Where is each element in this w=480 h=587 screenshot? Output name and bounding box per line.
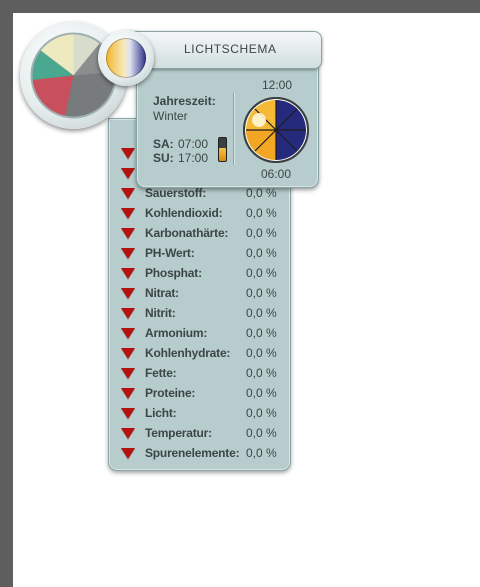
parameter-row[interactable]: Karbonathärte: 0,0 % — [109, 224, 290, 244]
parameter-value: 0,0 % — [246, 346, 277, 360]
parameter-label: Temperatur: — [145, 426, 212, 440]
parameter-row[interactable]: Temperatur: 0,0 % — [109, 424, 290, 444]
light-toggle-slider[interactable] — [218, 137, 227, 162]
down-triangle-icon[interactable] — [121, 328, 135, 339]
parameter-value: 0,0 % — [246, 386, 277, 400]
panel-divider — [233, 93, 234, 165]
down-triangle-icon[interactable] — [121, 148, 135, 159]
down-triangle-icon[interactable] — [121, 408, 135, 419]
parameter-value: 0,0 % — [246, 406, 277, 420]
clock-line-diagonal-b — [254, 108, 298, 152]
parameter-label: Fette: — [145, 366, 177, 380]
season-label: Jahreszeit: — [153, 94, 216, 108]
down-triangle-icon[interactable] — [121, 368, 135, 379]
parameter-value: 0,0 % — [246, 426, 277, 440]
parameter-label: Spurenelemente: — [145, 446, 240, 460]
down-triangle-icon[interactable] — [121, 348, 135, 359]
sunset-time[interactable]: 17:00 — [178, 151, 209, 165]
down-triangle-icon[interactable] — [121, 168, 135, 179]
sun-icon — [252, 113, 266, 127]
parameter-label: Kohlendioxid: — [145, 206, 223, 220]
parameter-value: 0,0 % — [246, 206, 277, 220]
parameter-value: 0,0 % — [246, 306, 277, 320]
parameter-label: Karbonathärte: — [145, 226, 229, 240]
parameter-value: 0,0 % — [246, 446, 277, 460]
parameter-row[interactable]: Armonium: 0,0 % — [109, 324, 290, 344]
parameter-row[interactable]: Sauerstoff: 0,0 % — [109, 184, 290, 204]
parameter-value: 0,0 % — [246, 186, 277, 200]
down-triangle-icon[interactable] — [121, 208, 135, 219]
clock-time-top: 12:00 — [262, 78, 293, 92]
parameter-label: Armonium: — [145, 326, 208, 340]
sunrise-label: SA: — [153, 137, 174, 151]
parameter-row[interactable]: Fette: 0,0 % — [109, 364, 290, 384]
parameter-row[interactable]: Kohlendioxid: 0,0 % — [109, 204, 290, 224]
down-triangle-icon[interactable] — [121, 268, 135, 279]
pie-slice-yellow — [40, 33, 74, 76]
parameter-label: Licht: — [145, 406, 177, 420]
down-triangle-icon[interactable] — [121, 308, 135, 319]
down-triangle-icon[interactable] — [121, 248, 135, 259]
day-night-clock-icon[interactable] — [242, 96, 310, 164]
parameter-row[interactable]: Nitrit: 0,0 % — [109, 304, 290, 324]
light-schema-panel: 12:00 Jahreszeit: Winter SA: 07:00 SU: 1… — [136, 66, 319, 188]
down-triangle-icon[interactable] — [121, 188, 135, 199]
sunset-label: SU: — [153, 151, 174, 165]
sun-icon — [106, 38, 146, 78]
pie-slice-cream — [73, 33, 100, 76]
parameter-row[interactable]: Kohlenhydrate: 0,0 % — [109, 344, 290, 364]
parameter-label: PH-Wert: — [145, 246, 195, 260]
sun-orb-button[interactable] — [98, 30, 154, 86]
light-toggle-fill — [219, 148, 226, 161]
parameter-label: Proteine: — [145, 386, 196, 400]
parameter-value: 0,0 % — [246, 246, 277, 260]
down-triangle-icon[interactable] — [121, 388, 135, 399]
parameter-label: Sauerstoff: — [145, 186, 207, 200]
sunrise-time[interactable]: 07:00 — [178, 137, 209, 151]
parameter-value: 0,0 % — [246, 286, 277, 300]
parameter-label: Nitrat: — [145, 286, 179, 300]
pie-slice-green — [31, 50, 74, 80]
down-triangle-icon[interactable] — [121, 448, 135, 459]
down-triangle-icon[interactable] — [121, 288, 135, 299]
down-triangle-icon[interactable] — [121, 428, 135, 439]
parameter-label: Kohlenhydrate: — [145, 346, 231, 360]
clock-time-bottom: 06:00 — [261, 167, 292, 181]
parameter-row[interactable]: PH-Wert: 0,0 % — [109, 244, 290, 264]
parameter-label: Phosphat: — [145, 266, 202, 280]
pie-slice-red — [32, 75, 74, 117]
parameter-row[interactable]: Spurenelemente: 0,0 % — [109, 444, 290, 464]
parameter-row[interactable]: Licht: 0,0 % — [109, 404, 290, 424]
clock-rim — [243, 97, 309, 163]
parameter-value: 0,0 % — [246, 326, 277, 340]
parameter-row[interactable]: Nitrat: 0,0 % — [109, 284, 290, 304]
parameter-row[interactable]: Proteine: 0,0 % — [109, 384, 290, 404]
parameter-value: 0,0 % — [246, 266, 277, 280]
season-value: Winter — [153, 109, 188, 123]
down-triangle-icon[interactable] — [121, 228, 135, 239]
parameter-value: 0,0 % — [246, 366, 277, 380]
parameter-value: 0,0 % — [246, 226, 277, 240]
parameter-label: Nitrit: — [145, 306, 176, 320]
light-schema-title: LICHTSCHEMA — [184, 42, 277, 56]
parameter-row[interactable]: Phosphat: 0,0 % — [109, 264, 290, 284]
